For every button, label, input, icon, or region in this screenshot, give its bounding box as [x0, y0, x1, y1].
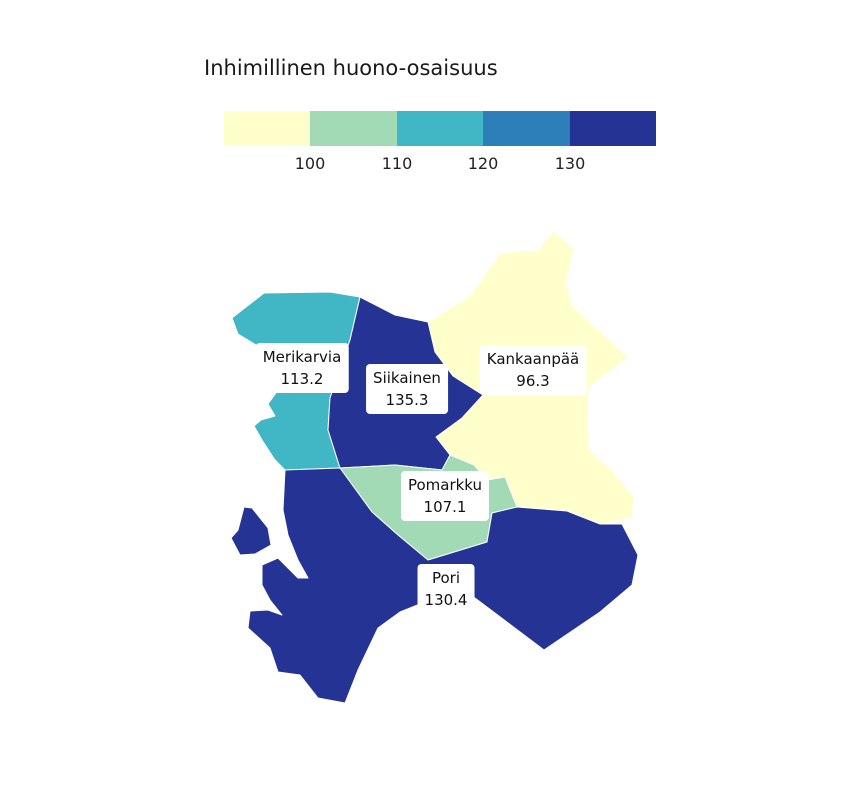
region-label-kankaanpaa: Kankaanpää 96.3	[479, 345, 587, 395]
legend-title: Inhimillinen huono-osaisuus	[204, 56, 498, 80]
legend-color-bar	[224, 111, 657, 146]
region-label-pomarkku: Pomarkku 107.1	[400, 471, 490, 521]
legend-bin-4	[483, 111, 570, 146]
region-value: 96.3	[516, 372, 550, 390]
region-name: Kankaanpää	[486, 350, 580, 368]
region-label-siikainen: Siikainen 135.3	[366, 364, 448, 414]
region-name: Merikarvia	[262, 348, 342, 366]
legend-bin-3	[396, 111, 484, 146]
legend-tick: 110	[381, 154, 413, 173]
legend-bin-5	[569, 111, 657, 146]
region-name: Pomarkku	[407, 476, 483, 494]
legend-bin-2	[310, 111, 397, 146]
legend-bin-1	[224, 111, 311, 146]
region-pori-island[interactable]	[230, 506, 272, 556]
region-value: 107.1	[423, 498, 467, 516]
region-value: 130.4	[424, 591, 468, 609]
region-label-merikarvia: Merikarvia 113.2	[255, 343, 349, 393]
region-value: 113.2	[280, 370, 324, 388]
legend-tick: 130	[554, 154, 586, 173]
legend-tick: 120	[467, 154, 499, 173]
legend-tick: 100	[294, 154, 326, 173]
region-label-pori: Pori 130.4	[417, 564, 475, 614]
region-value: 135.3	[385, 391, 429, 409]
region-name: Pori	[431, 569, 461, 587]
region-name: Siikainen	[373, 369, 441, 387]
